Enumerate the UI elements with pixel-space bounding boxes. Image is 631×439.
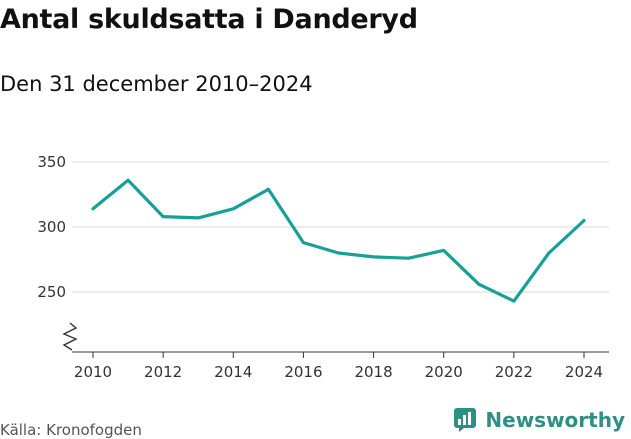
data-point-2021: [477, 282, 481, 286]
x-tick-label: 2016: [284, 363, 322, 381]
brand-name: Newsworthy: [485, 408, 625, 432]
data-point-2015: [266, 187, 270, 191]
x-tick-label: 2012: [144, 363, 182, 381]
chart-title: Antal skuldsatta i Danderyd: [0, 4, 418, 35]
data-point-2011: [126, 178, 130, 182]
newsworthy-logo-icon: [454, 408, 477, 432]
x-tick-label: 2014: [214, 363, 252, 381]
gridlines: [72, 161, 609, 353]
x-tick-label: 2024: [565, 363, 603, 381]
data-point-2016: [301, 241, 305, 245]
data-point-2012: [161, 215, 165, 219]
data-point-2013: [196, 216, 200, 220]
data-point-2024: [582, 219, 586, 222]
data-point-2019: [407, 256, 411, 260]
y-tick-label: 350: [37, 153, 66, 171]
axis-break-icon: [62, 322, 78, 351]
brand-logo: Newsworthy: [453, 407, 625, 433]
x-tick-label: 2020: [425, 363, 463, 381]
data-point-2014: [231, 207, 235, 211]
data-point-2017: [337, 251, 340, 255]
y-tick-label: 250: [37, 283, 66, 301]
data-point-2010: [91, 207, 95, 211]
x-tick-label: 2022: [495, 363, 533, 381]
x-tick-label: 2010: [74, 363, 112, 381]
source-note: Källa: Kronofogden: [0, 421, 142, 439]
data-point-2020: [442, 248, 446, 252]
data-points: [91, 178, 586, 303]
data-point-2018: [372, 255, 376, 259]
y-axis-ticks: 250 300 350: [37, 153, 66, 301]
x-axis-ticks: 2010 2012 2014 2016 2018 2020 2022 2024: [74, 352, 603, 381]
data-point-2022: [512, 299, 516, 303]
y-tick-label: 300: [37, 218, 66, 236]
series-line: [91, 178, 586, 303]
chart-subtitle: Den 31 december 2010–2024: [0, 72, 313, 96]
data-point-2023: [547, 251, 551, 255]
x-tick-label: 2018: [354, 363, 392, 381]
